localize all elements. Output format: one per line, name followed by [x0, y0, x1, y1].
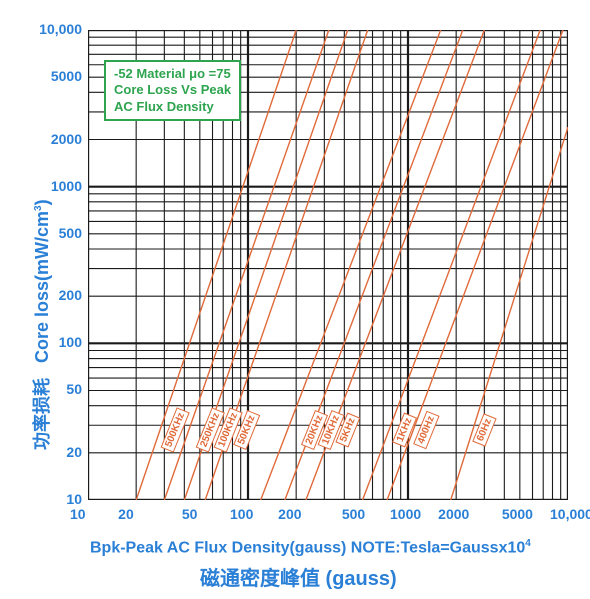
x-tick: 200	[278, 506, 301, 522]
x-tick: 500	[342, 506, 365, 522]
legend-line: AC Flux Density	[114, 99, 231, 115]
y-tick: 100	[59, 334, 82, 350]
y-label-en-sup: 3	[33, 205, 44, 211]
x-axis-label-1: Bpk-Peak AC Flux Density(gauss) NOTE:Tes…	[90, 538, 531, 557]
x-axis-label-2: 磁通密度峰值 (gauss)	[200, 562, 397, 591]
y-label-en: Core loss(mW/cm	[32, 211, 52, 363]
y-tick: 10	[66, 491, 82, 507]
series-line-60Hz	[451, 127, 568, 500]
y-label-cn: 功率损耗	[32, 378, 52, 450]
y-axis-label: 功率损耗 Core loss(mW/cm3)	[28, 199, 54, 450]
y-tick: 2000	[51, 131, 82, 147]
y-tick: 200	[59, 287, 82, 303]
x-tick: 5000	[502, 506, 533, 522]
series-line-1KHz	[363, 30, 541, 500]
legend-line: -52 Material μo =75	[114, 66, 231, 82]
y-tick: 10,000	[39, 21, 82, 37]
y-tick: 50	[66, 381, 82, 397]
x-tick: 2000	[438, 506, 469, 522]
y-tick: 1000	[51, 178, 82, 194]
x-label1-sup: 4	[525, 538, 531, 549]
y-tick: 500	[59, 225, 82, 241]
x-tick: 100	[230, 506, 253, 522]
x-tick: 10	[70, 506, 86, 522]
chart-container: 500KHz250KHz100KHz50KHz20KHz10KHz5KHz1KH…	[0, 0, 590, 599]
x-tick: 50	[182, 506, 198, 522]
y-tick: 5000	[51, 68, 82, 84]
x-tick: 1000	[390, 506, 421, 522]
y-label-en-close: )	[32, 199, 52, 205]
x-tick: 10,000	[550, 506, 590, 522]
legend-box: -52 Material μo =75Core Loss Vs PeakAC F…	[104, 60, 241, 121]
x-tick: 20	[118, 506, 134, 522]
x-label1-text: Bpk-Peak AC Flux Density(gauss) NOTE:Tes…	[90, 539, 525, 556]
legend-line: Core Loss Vs Peak	[114, 82, 231, 98]
y-tick: 20	[66, 444, 82, 460]
